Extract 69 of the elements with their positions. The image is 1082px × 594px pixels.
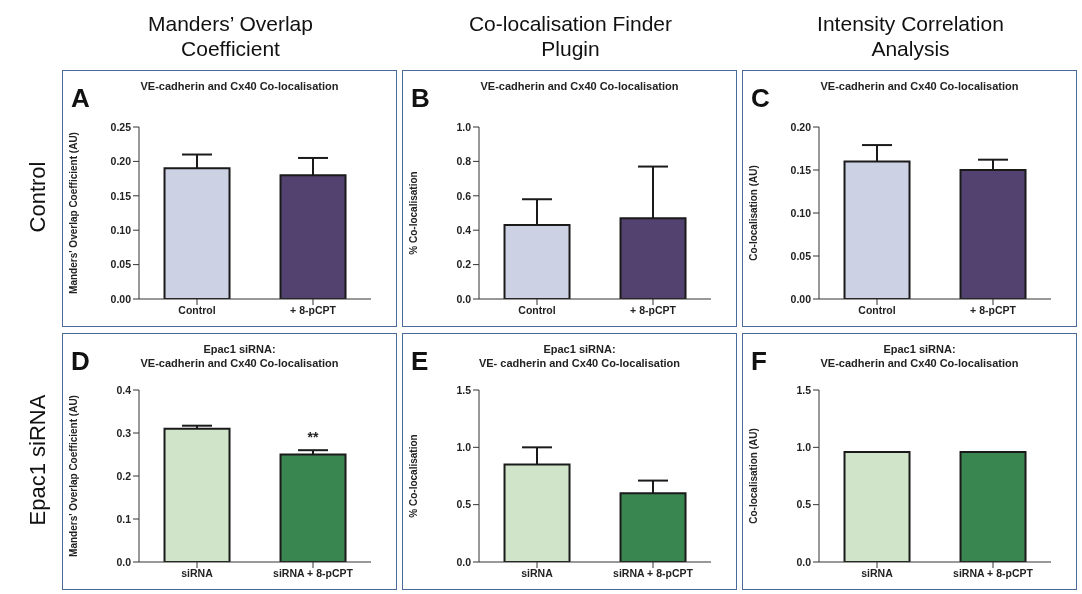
- x-tick-label: siRNA: [181, 567, 214, 580]
- y-axis-title: % Co-localisation: [407, 171, 419, 255]
- y-tick-label: 1.5: [796, 383, 812, 396]
- y-tick-label: 0.0: [116, 555, 132, 568]
- text: Epac1 siRNA: [25, 393, 51, 528]
- x-tick-label: + 8-pCPT: [290, 304, 337, 317]
- y-tick-label: 0.20: [110, 155, 132, 168]
- y-tick-label: 0.0: [796, 555, 812, 568]
- y-axis-title: Co-localisation (AU): [747, 428, 759, 524]
- x-tick-label: siRNA: [861, 567, 894, 580]
- text: D: [71, 346, 90, 377]
- text: Intensity Correlation Analysis: [816, 11, 1005, 61]
- x-tick-label: Control: [178, 304, 216, 317]
- y-tick-label: 1.5: [456, 383, 472, 396]
- y-tick-label: 0.5: [456, 498, 472, 511]
- x-tick-label: + 8-pCPT: [970, 304, 1017, 317]
- y-tick-label: 0.25: [110, 120, 132, 133]
- x-tick-label: + 8-pCPT: [630, 304, 677, 317]
- chart-title: Epac1 siRNA:: [882, 342, 957, 356]
- y-axis-title: Manders' Overlap Coefficient (AU): [67, 132, 79, 294]
- y-tick-label: 1.0: [796, 441, 812, 454]
- y-tick-label: 0.4: [456, 223, 472, 236]
- chart-title: Epac1 siRNA:: [542, 342, 617, 356]
- chart-title: Epac1 siRNA:: [202, 342, 277, 356]
- text: B: [411, 83, 430, 114]
- text: A: [71, 83, 90, 114]
- y-tick-label: 0.00: [110, 292, 132, 305]
- y-tick-label: 0.20: [790, 120, 812, 133]
- chart-title: VE-cadherin and Cx40 Co-localisation: [479, 79, 680, 93]
- y-tick-label: 0.10: [790, 206, 812, 219]
- text: Control: [25, 160, 51, 235]
- y-tick-label: 0.2: [116, 469, 132, 482]
- y-tick-label: 1.0: [456, 441, 472, 454]
- x-tick-label: siRNA + 8-pCPT: [613, 567, 694, 580]
- y-tick-label: 1.0: [456, 120, 472, 133]
- y-axis-title: % Co-localisation: [407, 434, 419, 518]
- y-tick-label: 0.6: [456, 189, 472, 202]
- y-axis-title: Manders' Overlap Coefficient (AU): [67, 395, 79, 557]
- x-tick-label: siRNA + 8-pCPT: [273, 567, 354, 580]
- y-tick-label: 0.15: [110, 189, 132, 202]
- y-tick-label: 0.5: [796, 498, 812, 511]
- text: Co-localisation Finder Plugin: [467, 11, 674, 61]
- x-tick-label: siRNA: [521, 567, 554, 580]
- text: E: [411, 346, 429, 377]
- y-tick-label: 0.0: [456, 555, 472, 568]
- y-tick-label: 0.8: [456, 155, 472, 168]
- y-tick-label: 0.05: [110, 258, 132, 271]
- y-tick-label: 0.00: [790, 292, 812, 305]
- text: F: [751, 346, 767, 377]
- chart-subtitle: VE-cadherin and Cx40 Co-localisation: [139, 356, 340, 370]
- chart-title: VE-cadherin and Cx40 Co-localisation: [819, 79, 1020, 93]
- x-tick-label: siRNA + 8-pCPT: [953, 567, 1034, 580]
- y-tick-label: 0.0: [456, 292, 472, 305]
- chart-title: VE-cadherin and Cx40 Co-localisation: [139, 79, 340, 93]
- y-tick-label: 0.05: [790, 249, 812, 262]
- y-tick-label: 0.10: [110, 223, 132, 236]
- y-axis-title: Co-localisation (AU): [747, 165, 759, 261]
- text: C: [751, 83, 770, 114]
- y-tick-label: 0.1: [116, 512, 132, 525]
- x-tick-label: Control: [518, 304, 556, 317]
- y-tick-label: 0.4: [116, 383, 132, 396]
- chart-subtitle: VE- cadherin and Cx40 Co-localisation: [477, 356, 682, 370]
- y-tick-label: 0.3: [116, 426, 132, 439]
- chart-subtitle: VE-cadherin and Cx40 Co-localisation: [819, 356, 1020, 370]
- x-tick-label: Control: [858, 304, 896, 317]
- text: Manders’ Overlap Coefficient: [147, 11, 314, 61]
- y-tick-label: 0.15: [790, 163, 812, 176]
- y-tick-label: 0.2: [456, 258, 472, 271]
- annotation: **: [307, 429, 319, 446]
